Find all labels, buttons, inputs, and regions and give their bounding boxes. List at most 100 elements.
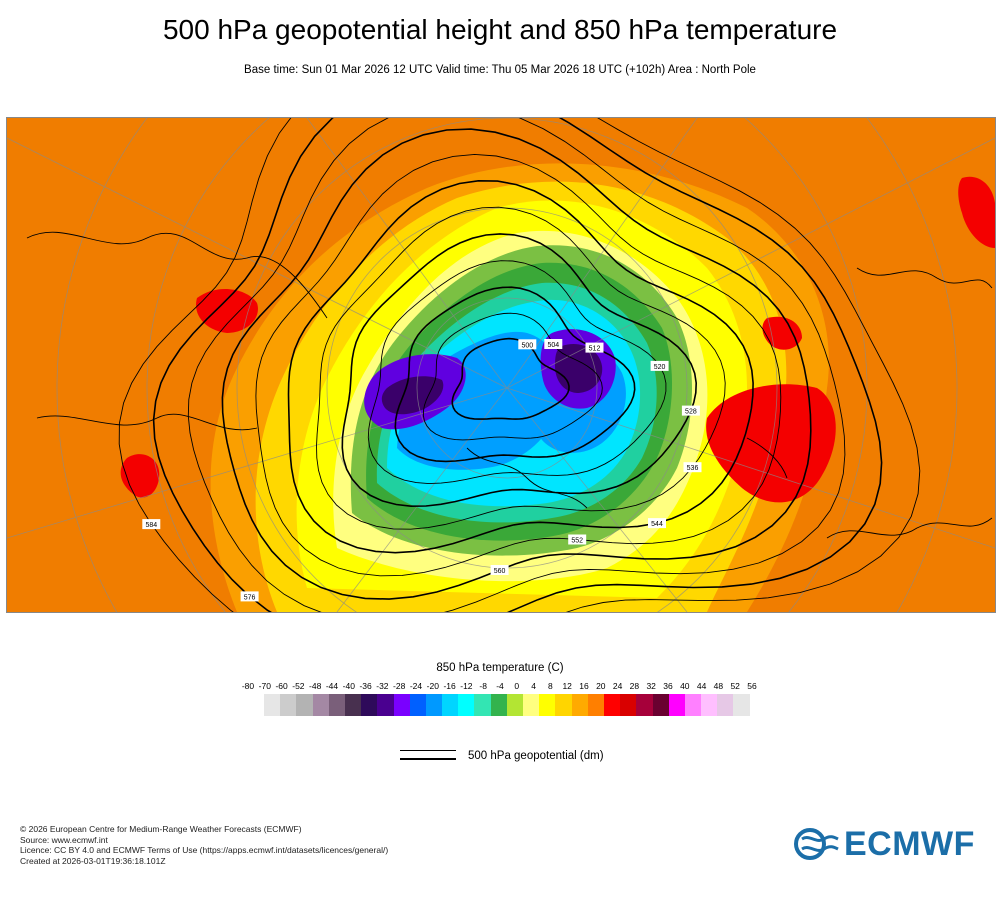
legend-tick-label: 16 bbox=[579, 681, 589, 691]
copyright-line: © 2026 European Centre for Medium-Range … bbox=[20, 824, 302, 834]
contour-label-background bbox=[681, 405, 700, 416]
contour-label-background bbox=[683, 462, 702, 473]
legend-tick-label: -48 bbox=[309, 681, 322, 691]
legend-swatch bbox=[474, 694, 491, 716]
legend-tick-label: -70 bbox=[258, 681, 271, 691]
purple-core-west bbox=[381, 376, 444, 415]
legend-tick-label: -24 bbox=[409, 681, 423, 691]
north-pole-map: 500504512520528536544552560568576584 bbox=[6, 117, 996, 613]
legend-swatch bbox=[587, 694, 604, 716]
legend-tick-label: -12 bbox=[460, 681, 473, 691]
legend-tick-label: -40 bbox=[342, 681, 355, 691]
geopotential-contour bbox=[152, 118, 883, 612]
legend-swatch bbox=[555, 694, 572, 716]
geopotential-contour bbox=[367, 260, 667, 485]
legend-tick-label: 52 bbox=[730, 681, 740, 691]
hot-patch-edge bbox=[958, 176, 995, 248]
geopotential-contour bbox=[287, 179, 754, 554]
legend-swatch bbox=[668, 694, 685, 716]
contour-label-background bbox=[568, 534, 587, 545]
contour-label-background bbox=[240, 591, 259, 602]
legend-tick-label: 48 bbox=[713, 681, 724, 691]
legend-swatch bbox=[620, 694, 637, 716]
legend-tick-label: -4 bbox=[496, 681, 504, 691]
legend-tick-label: -32 bbox=[376, 681, 389, 691]
geopotential-contour bbox=[394, 286, 636, 463]
legend-swatch bbox=[425, 694, 443, 716]
legend-swatch bbox=[393, 694, 410, 716]
legend-swatch bbox=[312, 694, 329, 716]
legend-swatch bbox=[506, 694, 523, 716]
map-canvas: 500504512520528536544552560568576584 bbox=[7, 118, 995, 612]
geopotential-line-sample bbox=[400, 750, 456, 751]
contour-label: 584 bbox=[145, 522, 157, 529]
temperature-legend-title: 850 hPa temperature (C) bbox=[436, 662, 564, 674]
geopotential-line-sample-thick bbox=[400, 758, 456, 760]
footer-credits: © 2026 European Centre for Medium-Range … bbox=[20, 824, 388, 866]
legend-tick-label: 24 bbox=[612, 681, 623, 691]
geopotential-contour bbox=[422, 312, 603, 441]
legend-swatch bbox=[539, 694, 556, 716]
legend-tick-label: 44 bbox=[696, 681, 707, 691]
legend-swatch bbox=[603, 694, 621, 716]
contour-label-background bbox=[648, 518, 666, 529]
legend-tick-label: -20 bbox=[426, 681, 439, 691]
ecmwf-logo: ECMWF bbox=[794, 825, 975, 863]
geopotential-contour bbox=[255, 153, 782, 577]
geopotential-contours bbox=[118, 118, 921, 612]
legend-tick-label: -16 bbox=[443, 681, 456, 691]
coastlines bbox=[26, 231, 993, 539]
contour-label: 512 bbox=[589, 346, 601, 353]
contour-label: 500 bbox=[521, 342, 533, 349]
legend-swatch bbox=[733, 694, 750, 716]
contour-label-background bbox=[490, 565, 509, 575]
contour-label-background bbox=[650, 360, 669, 371]
legend-tick-label: 40 bbox=[680, 681, 690, 691]
legend-swatch bbox=[636, 694, 653, 716]
legend-swatch bbox=[523, 694, 540, 716]
legend-swatch bbox=[280, 694, 297, 716]
legend-tick-label: 4 bbox=[531, 681, 536, 691]
geopotential-legend-label: 500 hPa geopotential (dm) bbox=[468, 750, 604, 762]
legend-tick-label: -8 bbox=[479, 681, 487, 691]
contour-labels: 500504512520528536544552560568576584 bbox=[142, 339, 702, 602]
legend-swatch bbox=[377, 694, 394, 716]
contour-label-background bbox=[142, 519, 161, 530]
geopotential-contour bbox=[316, 206, 726, 530]
legend-swatch bbox=[264, 694, 281, 716]
contour-label: 504 bbox=[547, 342, 559, 349]
ecmwf-logo-icon bbox=[794, 828, 839, 860]
legend-swatch bbox=[490, 694, 507, 716]
legend-tick-label: -80 bbox=[241, 681, 255, 691]
geopotential-contour bbox=[187, 118, 846, 612]
legend-tick-label: -36 bbox=[359, 681, 372, 691]
legend-tick-label: -44 bbox=[325, 681, 339, 691]
hot-patch-northeast bbox=[762, 316, 802, 350]
hot-patch-west bbox=[196, 288, 258, 333]
legend-swatch bbox=[701, 694, 718, 716]
created-line: Created at 2026-03-01T19:36:18.101Z bbox=[20, 855, 166, 866]
legend-swatch bbox=[652, 694, 669, 716]
contour-label: 560 bbox=[494, 568, 506, 575]
legend-tick-label: -52 bbox=[292, 681, 305, 691]
legend-swatch bbox=[344, 694, 362, 716]
geopotential-contour bbox=[118, 118, 921, 612]
contour-label: 520 bbox=[654, 364, 666, 371]
legend-swatch bbox=[684, 694, 702, 716]
contour-label: 536 bbox=[687, 465, 699, 472]
contour-label-background bbox=[585, 342, 604, 353]
legend-tick-label: 12 bbox=[562, 681, 572, 691]
legend-tick-label: 28 bbox=[629, 681, 640, 691]
legend-tick-label: 8 bbox=[548, 681, 553, 691]
legend-swatch bbox=[717, 694, 734, 716]
geopotential-contour bbox=[341, 233, 698, 508]
geopotential-contour bbox=[451, 337, 570, 420]
legend-tick-label: 56 bbox=[747, 681, 757, 691]
legend-swatch bbox=[442, 694, 459, 716]
legend-swatch bbox=[361, 694, 378, 716]
legend-tick-label: 36 bbox=[663, 681, 673, 691]
geopotential-contour bbox=[221, 128, 812, 600]
contour-label-background bbox=[544, 339, 563, 349]
legend-swatch bbox=[328, 694, 345, 716]
temperature-legend-colorbar bbox=[264, 694, 750, 716]
